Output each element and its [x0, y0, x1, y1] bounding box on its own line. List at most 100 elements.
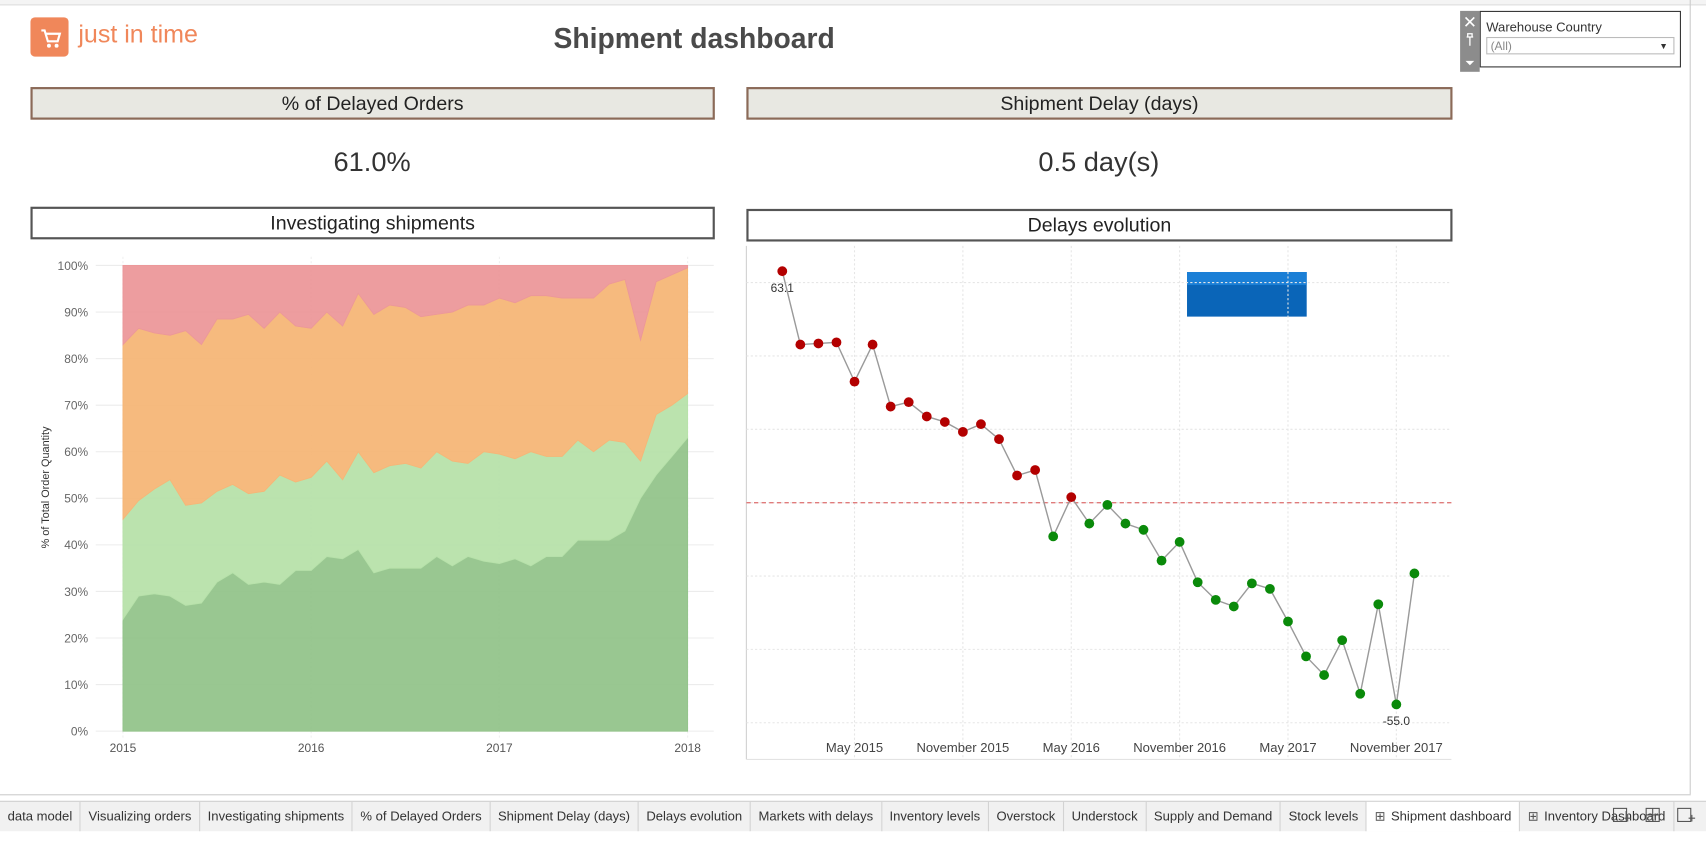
sheet-tab[interactable]: % of Delayed Orders — [353, 801, 491, 832]
point — [1048, 531, 1059, 542]
dropdown-arrow: ▼ — [1659, 41, 1668, 52]
point — [1228, 601, 1239, 612]
point — [1210, 594, 1221, 605]
y-tick-label: 100% — [58, 259, 89, 273]
filter-value: (All) — [1490, 40, 1512, 54]
sheet-tab[interactable]: Stock levels — [1281, 801, 1367, 832]
sheet-tab[interactable]: Delays evolution — [639, 801, 751, 832]
point — [1391, 699, 1402, 710]
point — [813, 338, 824, 349]
sheet-tab[interactable]: Inventory levels — [882, 801, 989, 832]
point — [849, 376, 860, 387]
charts: 0% 10% 20% 30% 40% 50% 60% 70% 80% 90% 100% 2015 201… — [40, 245, 1452, 760]
point — [1355, 688, 1366, 699]
sheet-tabs: data model Visualizing orders Investigatin… — [0, 800, 1706, 832]
point — [1337, 635, 1348, 646]
sheet-tab[interactable]: Inventory Dashboard — [1520, 801, 1675, 832]
y-tick-label: 20% — [64, 631, 88, 645]
filter-handle[interactable] — [1460, 10, 1480, 72]
x-tick-label: November 2016 — [1133, 740, 1226, 755]
point — [921, 411, 932, 422]
canvas-edge — [0, 794, 1691, 796]
y-tick-label: 90% — [64, 305, 88, 319]
point — [1373, 599, 1384, 610]
logo-text: just in time — [78, 19, 198, 48]
sheet-tab[interactable]: Shipment dashboard — [1366, 801, 1521, 832]
x-tick-label: May 2017 — [1259, 740, 1316, 755]
sheet-tab[interactable]: data model — [0, 801, 81, 832]
point — [1066, 492, 1077, 503]
x-tick-label: 2017 — [486, 741, 513, 755]
chart-title: Delays evolution — [746, 208, 1453, 242]
filter-handle-icons — [1464, 16, 1475, 66]
point — [1012, 470, 1022, 481]
point — [1246, 578, 1257, 589]
point — [1030, 465, 1041, 475]
filter-card: Warehouse Country (All) ▼ — [1479, 10, 1681, 68]
point — [1192, 577, 1203, 588]
y-tick-label: 60% — [64, 445, 88, 459]
point — [885, 401, 896, 412]
filter-dropdown[interactable]: (All) ▼ — [1486, 36, 1675, 55]
point — [1301, 651, 1311, 662]
point — [994, 434, 1004, 445]
x-tick-label: November 2017 — [1350, 740, 1443, 755]
overlay-shape-band — [1187, 272, 1307, 286]
point — [939, 417, 950, 427]
x-tick-label: November 2015 — [916, 740, 1009, 755]
point — [1120, 518, 1131, 529]
x-tick-label: May 2015 — [826, 740, 883, 755]
chart-title: Investigating shipments — [30, 206, 715, 240]
point — [1319, 670, 1330, 680]
kpi-title: % of Delayed Orders — [30, 87, 715, 120]
point — [1138, 524, 1149, 535]
point — [1174, 537, 1185, 547]
point — [831, 337, 842, 348]
logo-icon — [30, 17, 69, 57]
x-tick-label: May 2016 — [1043, 740, 1100, 755]
point — [976, 419, 986, 430]
point — [1102, 499, 1113, 510]
y-tick-label: 30% — [64, 585, 88, 599]
filter-label: Warehouse Country — [1486, 19, 1602, 35]
sheet-tab[interactable]: Markets with delays — [751, 801, 882, 832]
y-tick-label: 10% — [64, 678, 88, 692]
tab-actions[interactable] — [1610, 805, 1702, 827]
point — [957, 426, 968, 437]
point — [1084, 518, 1095, 529]
kpi-title: Shipment Delay (days) — [746, 87, 1453, 120]
y-axis-label: % of Total Order Quantity — [40, 426, 52, 548]
point — [777, 266, 788, 277]
data-label: -55.0 — [1383, 714, 1411, 728]
y-tick-label: 50% — [64, 492, 88, 506]
line — [781, 271, 1416, 705]
dashboard-title: Shipment dashboard — [553, 21, 835, 55]
sheet-tab[interactable]: Visualizing orders — [81, 801, 201, 832]
data-label: 63.1 — [771, 281, 795, 295]
sheet-tab[interactable]: Understock — [1064, 801, 1147, 832]
sheet-tab[interactable]: Shipment Delay (days) — [490, 801, 639, 832]
kpi-value: 61.0% — [333, 146, 411, 178]
area — [122, 265, 689, 346]
point — [903, 397, 914, 408]
sheet-tab[interactable]: Overstock — [989, 801, 1064, 832]
point — [1265, 583, 1275, 594]
sheet-tab[interactable]: Supply and Demand — [1146, 801, 1281, 832]
point — [1409, 568, 1420, 579]
point — [795, 339, 806, 350]
x-tick-label: 2015 — [110, 741, 137, 755]
y-tick-label: 80% — [64, 352, 88, 366]
y-tick-label: 70% — [64, 399, 88, 413]
x-tick-label: 2016 — [298, 741, 325, 755]
point — [1156, 555, 1167, 566]
y-tick-label: 40% — [64, 538, 88, 552]
canvas-edge — [1689, 0, 1691, 795]
kpi-value: 0.5 day(s) — [1038, 146, 1160, 178]
cart-icon — [41, 29, 62, 48]
x-tick-label: 2018 — [674, 741, 701, 755]
point — [867, 339, 878, 350]
point — [1283, 616, 1293, 627]
sheet-tab[interactable]: Investigating shipments — [200, 801, 353, 832]
y-tick-label: 0% — [71, 724, 89, 738]
